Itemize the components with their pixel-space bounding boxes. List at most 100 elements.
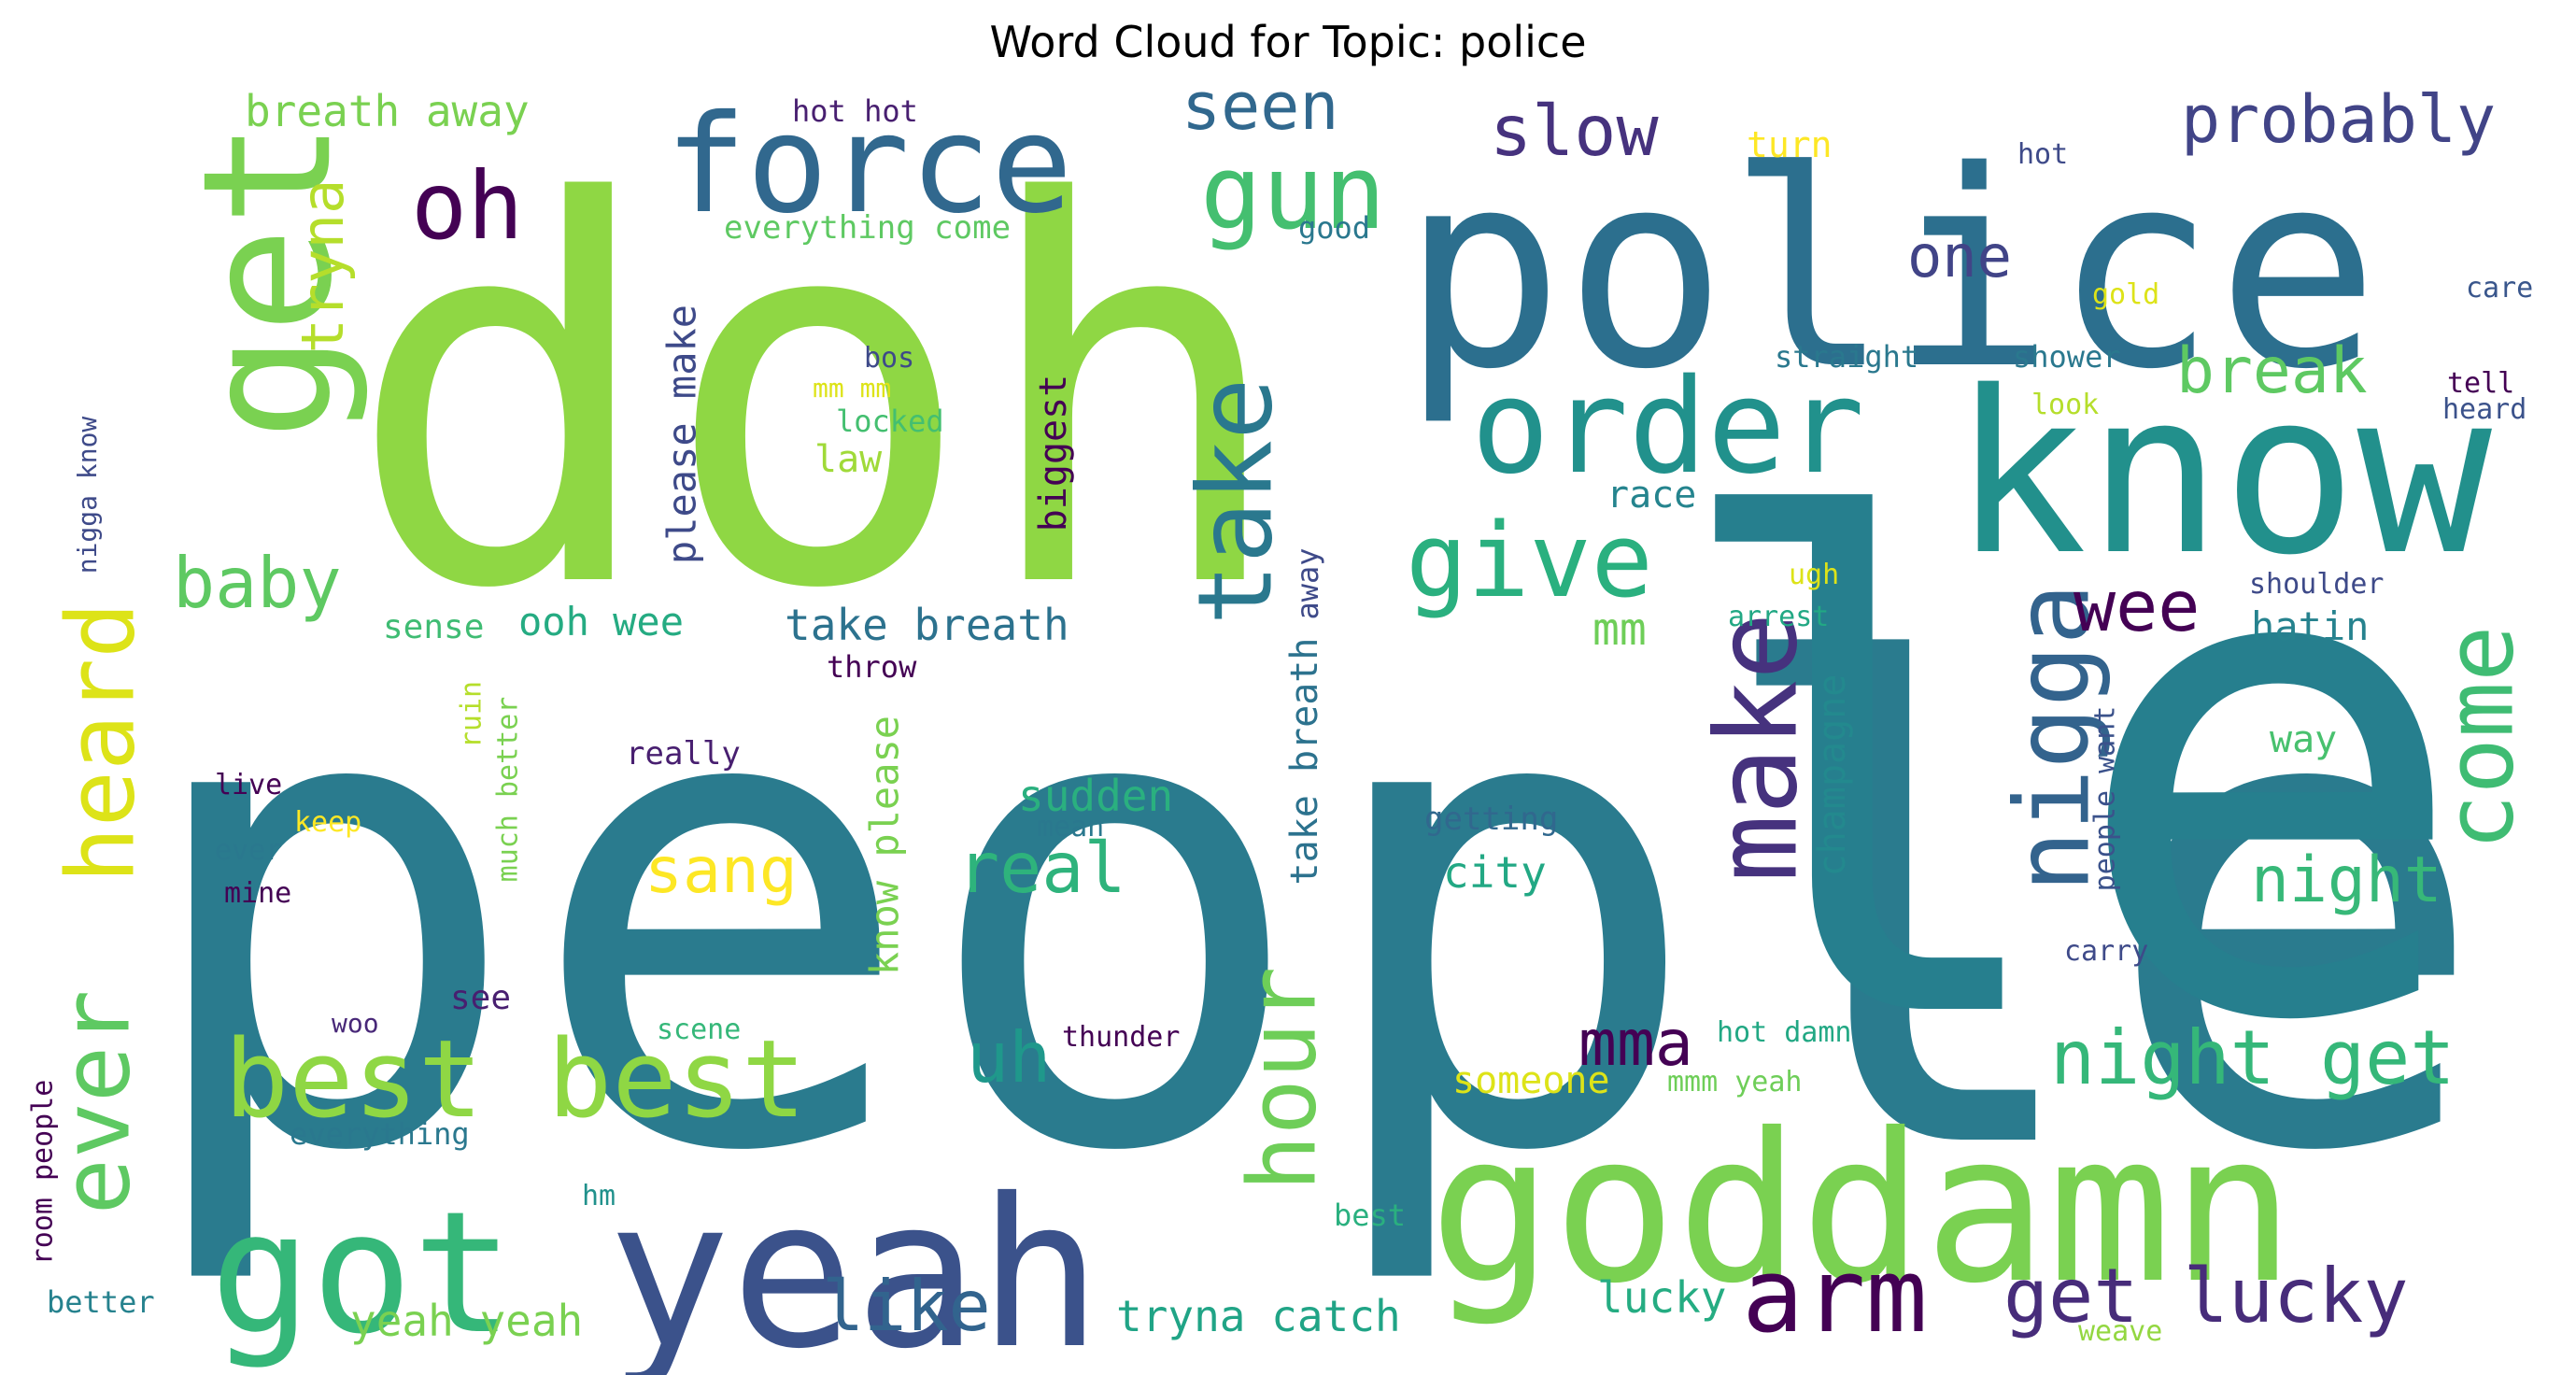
word-tell-70: tell [2447,367,2514,400]
word-care-66: care [2466,272,2533,305]
word-lucky-45: lucky [1597,1272,1726,1323]
word-break-35: break [2176,334,2368,408]
word-hm-99: hm [582,1180,616,1212]
word-mean-78: mean [1037,811,1104,843]
word-law-54: law [814,438,883,481]
word-order-10: order [1471,351,1864,503]
word-night-34: night [2251,843,2442,917]
word-mm-46: mm [1592,603,1647,656]
word-force-9: force [665,86,1073,244]
word-one-38: one [1907,222,2012,291]
word-gold-65: gold [2092,278,2159,311]
word-come-21: come [2425,626,2534,851]
word-mine-89: mine [224,877,291,910]
word-bos-82: bos [864,342,914,375]
word-hour-20: hour [1227,967,1337,1192]
word-heard-71: heard [2442,393,2526,426]
chart-title: Word Cloud for Topic: police [989,17,1587,67]
word-yeah-yeah-42: yeah yeah [350,1296,583,1346]
word-better-102: better [47,1284,155,1320]
word-yeah-6: yeah [607,1155,1102,1375]
word-uh-27: uh [967,1016,1051,1099]
word-locked-84: locked [836,404,944,439]
word-keep-87: keep [294,806,361,839]
word-gun-16: gun [1200,133,1386,252]
word-sense-58: sense [383,608,484,646]
word-ever-88: ever [215,834,282,867]
word-get-8: get [164,120,371,440]
word-everything-come-61: everything come [724,209,1011,247]
word-good-63: good [1298,210,1370,246]
word-take-breath-53: take breath [1283,638,1326,886]
word-everything-97: everything [290,1116,470,1152]
word-probably-31: probably [2181,81,2496,158]
word-look-69: look [2031,389,2099,421]
word-away-81: away [1290,547,1325,619]
word-tryna-37: tryna [289,179,357,354]
word-hot-64: hot [2017,138,2068,171]
word-throw-79: throw [827,649,917,685]
word-best-100: best [1334,1198,1406,1233]
word-real-29: real [957,827,1126,909]
word-ever-19: ever [41,990,150,1215]
word-sang-36: sang [644,834,798,908]
word-scene-93: scene [657,1014,741,1046]
word-shower-68: shower [2013,339,2121,375]
word-best-best-12: best best [224,1017,806,1142]
word-ruin-90: ruin [456,681,488,748]
word-hot-damn-95: hot damn [1717,1016,1852,1049]
word-way-57: way [2270,718,2337,761]
word-woo-92: woo [332,1008,379,1039]
word-people-want-75: people want [2089,706,2122,892]
word-arrest-73: arrest [1728,601,1829,633]
word-night-get-24: night get [2050,1014,2455,1101]
word-police-2: police [1401,114,2380,429]
word-tryna-catch-41: tryna catch [1116,1291,1401,1341]
word-straight-67: straight [1775,339,1918,375]
word-get-lucky-23: get lucky [2003,1253,2408,1340]
word-people-0: people [131,533,2493,1295]
word-baby-30: baby [173,542,342,624]
word-getting-77: getting [1424,801,1558,838]
word-seen-32: seen [1182,68,1339,145]
word-heard-18: heard [46,602,155,883]
word-race-56: race [1606,474,1696,517]
word-champagne-52: champagne [1811,674,1854,877]
word-know-please-50: know please [862,716,908,975]
word-got-7: got [210,1176,514,1371]
word-take-17: take [1175,378,1295,626]
word-thunder-94: thunder [1062,1021,1180,1054]
word-shoulder-72: shoulder [2249,568,2385,601]
word-give-15: give [1406,501,1653,620]
word-make-13: make [1693,613,1823,883]
word-know-4: know [1952,343,2492,604]
word-city-44: city [1443,847,1547,898]
word-nigga-11: nigga [1992,583,2112,892]
word-oh-22: oh [411,151,523,261]
word-mma-33: mma [1578,1007,1693,1081]
word-sudden-43: sudden [1018,771,1173,821]
word-someone-55: someone [1452,1059,1610,1102]
word-weave-101: weave [2078,1315,2162,1348]
word-goddamn-5: goddamn [1429,1089,2295,1328]
word-hatin-47: hatin [2251,603,2369,649]
word-live-86: live [215,769,282,801]
word-please-make-49: please make [659,305,705,564]
word-biggest-51: biggest [1032,375,1075,532]
word-ugh-74: ugh [1789,559,1839,591]
word-nigga-know-85: nigga know [72,417,103,574]
word-like-25: like [822,1265,991,1347]
word-really-80: really [626,735,741,773]
word-much-better-91: much better [492,697,525,883]
word-see-59: see [450,979,511,1017]
word-breath-away-39: breath away [245,86,530,136]
word-le-3: le [1663,385,2472,1168]
word-turn-60: turn [1747,124,1833,165]
word-mm-mm-83: mm mm [813,373,891,404]
word-hot-hot-62: hot hot [792,93,918,129]
word-take-breath-40: take breath [785,600,1069,650]
word-ooh-wee-48: ooh wee [518,599,684,645]
word-carry-76: carry [2064,935,2148,968]
word-room-people-98: room people [27,1080,60,1266]
